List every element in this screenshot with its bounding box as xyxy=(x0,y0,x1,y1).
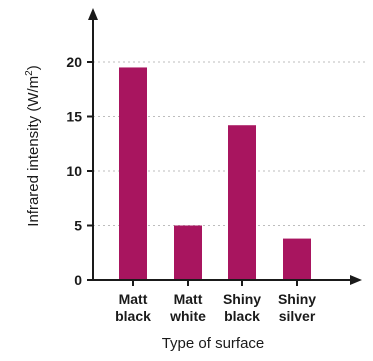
y-tick-label: 0 xyxy=(74,272,82,288)
axes xyxy=(88,8,362,285)
y-ticks: 0 5 10 15 20 xyxy=(66,54,93,288)
x-category-label: Matt xyxy=(174,291,203,307)
y-tick-label: 10 xyxy=(66,163,82,179)
bar xyxy=(174,225,202,280)
bar xyxy=(119,67,147,280)
y-axis-arrow xyxy=(88,8,98,20)
y-axis-title-main: Infrared intensity (W/m xyxy=(25,76,42,227)
bar xyxy=(283,238,311,280)
y-axis-title-suffix: ) xyxy=(25,65,42,70)
x-category-label: Shiny xyxy=(223,291,261,307)
x-category-label: silver xyxy=(279,308,316,324)
bars xyxy=(119,67,311,280)
x-category-label: white xyxy=(169,308,206,324)
y-axis-title: Infrared intensity (W/m2) xyxy=(24,65,42,226)
bar xyxy=(228,125,256,280)
y-tick-label: 20 xyxy=(66,54,82,70)
x-category-label: black xyxy=(224,308,260,324)
x-category-label: black xyxy=(115,308,151,324)
y-tick-label: 5 xyxy=(74,218,82,234)
x-axis-arrow xyxy=(350,275,362,285)
x-axis-title: Type of surface xyxy=(162,335,265,352)
y-tick-label: 15 xyxy=(66,109,82,125)
y-axis-title-superscript: 2 xyxy=(24,70,35,76)
x-category-label: Matt xyxy=(119,291,148,307)
x-category-label: Shiny xyxy=(278,291,316,307)
